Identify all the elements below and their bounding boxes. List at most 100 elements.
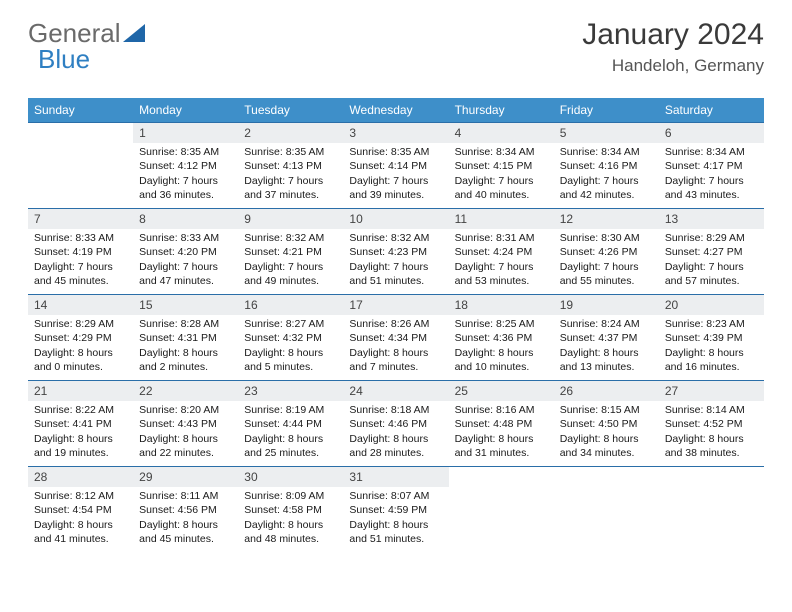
daylight-text-2: and 5 minutes. (244, 360, 337, 374)
day-number: 7 (28, 209, 133, 229)
daylight-text-1: Daylight: 7 hours (139, 260, 232, 274)
daylight-text-2: and 40 minutes. (455, 188, 548, 202)
daylight-text-2: and 53 minutes. (455, 274, 548, 288)
daylight-text-2: and 45 minutes. (139, 532, 232, 546)
daylight-text-2: and 45 minutes. (34, 274, 127, 288)
sunrise-text: Sunrise: 8:35 AM (139, 145, 232, 159)
sunset-text: Sunset: 4:23 PM (349, 245, 442, 259)
sunrise-text: Sunrise: 8:23 AM (665, 317, 758, 331)
daylight-text-1: Daylight: 8 hours (34, 432, 127, 446)
day-number: 5 (554, 123, 659, 143)
calendar-day-cell: 23Sunrise: 8:19 AMSunset: 4:44 PMDayligh… (238, 381, 343, 467)
daylight-text-2: and 57 minutes. (665, 274, 758, 288)
calendar-day-cell: 15Sunrise: 8:28 AMSunset: 4:31 PMDayligh… (133, 295, 238, 381)
sunset-text: Sunset: 4:14 PM (349, 159, 442, 173)
calendar-day-cell: 9Sunrise: 8:32 AMSunset: 4:21 PMDaylight… (238, 209, 343, 295)
calendar-day-cell: 12Sunrise: 8:30 AMSunset: 4:26 PMDayligh… (554, 209, 659, 295)
calendar-day-cell: 10Sunrise: 8:32 AMSunset: 4:23 PMDayligh… (343, 209, 448, 295)
calendar-day-cell: 14 Sunrise: 8:29 AMSunset: 4:29 PMDayligh… (28, 295, 133, 381)
day-body: Sunrise: 8:18 AMSunset: 4:46 PMDaylight:… (343, 401, 448, 464)
day-number: 25 (449, 381, 554, 401)
daylight-text-1: Daylight: 7 hours (139, 174, 232, 188)
day-number: 30 (238, 467, 343, 487)
calendar-day-cell: 1Sunrise: 8:35 AMSunset: 4:12 PMDaylight… (133, 123, 238, 209)
day-number: 14 (28, 295, 133, 315)
calendar-day-cell (28, 123, 133, 209)
day-body: Sunrise: 8:34 AMSunset: 4:17 PMDaylight:… (659, 143, 764, 206)
daylight-text-2: and 36 minutes. (139, 188, 232, 202)
daylight-text-1: Daylight: 8 hours (34, 346, 127, 360)
header: General January 2024 Handeloh, Germany (28, 18, 764, 76)
day-body: Sunrise: 8:24 AMSunset: 4:37 PMDaylight:… (554, 315, 659, 378)
day-body: Sunrise: 8:35 AMSunset: 4:12 PMDaylight:… (133, 143, 238, 206)
weekday-header: Saturday (659, 98, 764, 123)
sunset-text: Sunset: 4:41 PM (34, 417, 127, 431)
calendar-day-cell: 26Sunrise: 8:15 AMSunset: 4:50 PMDayligh… (554, 381, 659, 467)
sunrise-text: Sunrise: 8:29 AM (34, 317, 127, 331)
calendar-day-cell (449, 467, 554, 553)
sunrise-text: Sunrise: 8:32 AM (244, 231, 337, 245)
calendar-day-cell: 4Sunrise: 8:34 AMSunset: 4:15 PMDaylight… (449, 123, 554, 209)
day-body: Sunrise: 8:32 AMSunset: 4:21 PMDaylight:… (238, 229, 343, 292)
sunset-text: Sunset: 4:36 PM (455, 331, 548, 345)
sunrise-text: Sunrise: 8:12 AM (34, 489, 127, 503)
day-number (28, 123, 133, 143)
daylight-text-1: Daylight: 8 hours (560, 432, 653, 446)
day-number: 20 (659, 295, 764, 315)
daylight-text-1: Daylight: 8 hours (349, 346, 442, 360)
calendar-table: SundayMondayTuesdayWednesdayThursdayFrid… (28, 98, 764, 553)
sunset-text: Sunset: 4:29 PM (34, 331, 127, 345)
daylight-text-1: Daylight: 7 hours (455, 260, 548, 274)
day-body: Sunrise: 8:34 AMSunset: 4:15 PMDaylight:… (449, 143, 554, 206)
day-number: 3 (343, 123, 448, 143)
sunset-text: Sunset: 4:32 PM (244, 331, 337, 345)
daylight-text-1: Daylight: 8 hours (139, 518, 232, 532)
sunset-text: Sunset: 4:20 PM (139, 245, 232, 259)
sunrise-text: Sunrise: 8:20 AM (139, 403, 232, 417)
logo-text-blue: Blue (38, 44, 90, 75)
day-number: 21 (28, 381, 133, 401)
daylight-text-1: Daylight: 7 hours (665, 174, 758, 188)
sunrise-text: Sunrise: 8:25 AM (455, 317, 548, 331)
day-number: 31 (343, 467, 448, 487)
sunrise-text: Sunrise: 8:22 AM (34, 403, 127, 417)
sunrise-text: Sunrise: 8:34 AM (560, 145, 653, 159)
calendar-day-cell: 3Sunrise: 8:35 AMSunset: 4:14 PMDaylight… (343, 123, 448, 209)
daylight-text-2: and 19 minutes. (34, 446, 127, 460)
logo-triangle-icon (123, 18, 145, 49)
day-body: Sunrise: 8:31 AMSunset: 4:24 PMDaylight:… (449, 229, 554, 292)
sunset-text: Sunset: 4:24 PM (455, 245, 548, 259)
sunrise-text: Sunrise: 8:28 AM (139, 317, 232, 331)
day-body: Sunrise: 8:27 AMSunset: 4:32 PMDaylight:… (238, 315, 343, 378)
sunrise-text: Sunrise: 8:34 AM (665, 145, 758, 159)
sunrise-text: Sunrise: 8:35 AM (349, 145, 442, 159)
daylight-text-2: and 10 minutes. (455, 360, 548, 374)
daylight-text-2: and 41 minutes. (34, 532, 127, 546)
calendar-day-cell: 20Sunrise: 8:23 AMSunset: 4:39 PMDayligh… (659, 295, 764, 381)
day-number: 9 (238, 209, 343, 229)
calendar-day-cell (659, 467, 764, 553)
sunset-text: Sunset: 4:59 PM (349, 503, 442, 517)
calendar-day-cell: 18Sunrise: 8:25 AMSunset: 4:36 PMDayligh… (449, 295, 554, 381)
calendar-day-cell: 21 Sunrise: 8:22 AMSunset: 4:41 PMDayligh… (28, 381, 133, 467)
sunrise-text: Sunrise: 8:33 AM (139, 231, 232, 245)
day-body: Sunrise: 8:34 AMSunset: 4:16 PMDaylight:… (554, 143, 659, 206)
day-number: 15 (133, 295, 238, 315)
weekday-header: Friday (554, 98, 659, 123)
daylight-text-1: Daylight: 8 hours (244, 432, 337, 446)
day-number: 10 (343, 209, 448, 229)
day-number: 29 (133, 467, 238, 487)
daylight-text-2: and 38 minutes. (665, 446, 758, 460)
day-body: Sunrise: 8:14 AMSunset: 4:52 PMDaylight:… (659, 401, 764, 464)
day-number: 19 (554, 295, 659, 315)
sunset-text: Sunset: 4:21 PM (244, 245, 337, 259)
daylight-text-1: Daylight: 8 hours (665, 432, 758, 446)
daylight-text-2: and 48 minutes. (244, 532, 337, 546)
page-title: January 2024 (582, 18, 764, 52)
sunrise-text: Sunrise: 8:15 AM (560, 403, 653, 417)
daylight-text-2: and 31 minutes. (455, 446, 548, 460)
daylight-text-2: and 25 minutes. (244, 446, 337, 460)
day-body: Sunrise: 8:35 AMSunset: 4:13 PMDaylight:… (238, 143, 343, 206)
day-body: Sunrise: 8:30 AMSunset: 4:26 PMDaylight:… (554, 229, 659, 292)
calendar-day-cell: 31Sunrise: 8:07 AMSunset: 4:59 PMDayligh… (343, 467, 448, 553)
